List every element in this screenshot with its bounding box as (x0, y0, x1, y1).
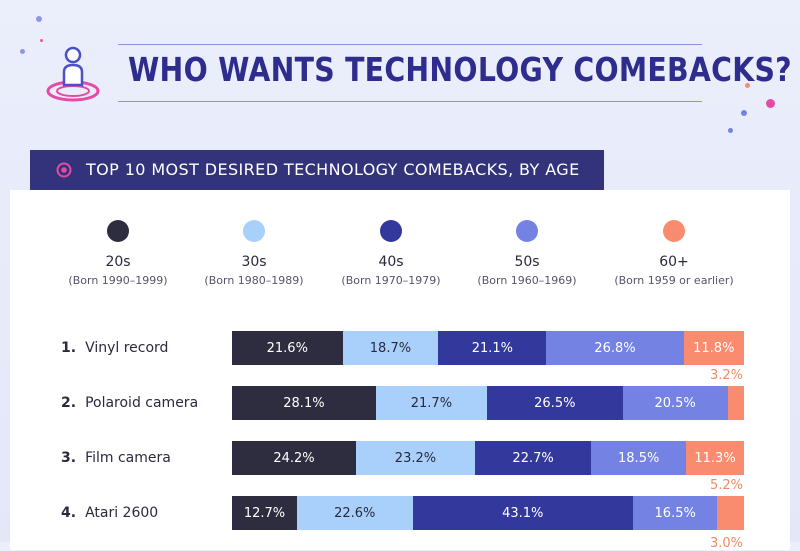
decor-dot (728, 128, 733, 133)
row-rank: 2. (61, 395, 77, 411)
bar-segment-atari-2600-50s: 16.5% (633, 496, 718, 530)
data-label: 11.8% (693, 340, 735, 356)
data-label-outside: 5.2% (710, 478, 744, 493)
target-icon (56, 162, 72, 178)
data-label: 26.8% (594, 340, 636, 356)
data-label: 16.5% (654, 505, 696, 521)
decor-dot (40, 39, 43, 42)
bar-segment-vinyl-record-50s: 26.8% (546, 331, 684, 365)
row-rank: 1. (61, 340, 77, 356)
bar-segment-vinyl-record-30s: 18.7% (342, 331, 439, 365)
data-label: 18.5% (618, 450, 660, 466)
partial-data-label: 3.0% (710, 536, 744, 551)
legend-swatch (107, 220, 129, 242)
legend-sublabel: (Born 1960–1969) (477, 274, 577, 287)
legend-label: 30s (241, 254, 267, 270)
legend-sublabel: (Born 1980–1989) (204, 274, 304, 287)
bar-segment-polaroid-camera-60plus (727, 386, 744, 420)
legend-label: 40s (378, 254, 404, 270)
bar-segment-vinyl-record-60plus: 11.8% (683, 331, 744, 365)
legend-swatch (663, 220, 685, 242)
bar-segment-film-camera-40s: 22.7% (474, 441, 592, 475)
decor-dot (741, 110, 747, 116)
data-label: 21.1% (471, 340, 513, 356)
legend-sublabel: (Born 1990–1999) (68, 274, 168, 287)
row-name: Vinyl record (85, 340, 169, 356)
data-label: 43.1% (502, 505, 544, 521)
data-label: 23.2% (394, 450, 437, 466)
bar-segment-atari-2600-20s: 12.7% (232, 496, 297, 530)
title-rule-bottom (118, 101, 702, 102)
title-block: WHO WANTS TECHNOLOGY COMEBACKS? (118, 44, 792, 102)
row-label-atari-2600: 4. Atari 2600 (61, 505, 158, 521)
person-icon (46, 46, 100, 102)
legend-swatch (516, 220, 538, 242)
row-name: Film camera (85, 450, 171, 466)
data-label: 20.5% (654, 395, 696, 411)
data-label: 18.7% (369, 340, 412, 356)
legend-swatch (243, 220, 265, 242)
bar-segment-vinyl-record-40s: 21.1% (438, 331, 547, 365)
page-title: WHO WANTS TECHNOLOGY COMEBACKS? (128, 50, 792, 89)
bar-segment-polaroid-camera-40s: 26.5% (486, 386, 623, 420)
data-label: 24.2% (273, 450, 315, 466)
section-heading-bar: TOP 10 MOST DESIRED TECHNOLOGY COMEBACKS… (30, 150, 604, 190)
decor-dot (766, 99, 775, 108)
bar-segment-film-camera-30s: 23.2% (356, 441, 475, 475)
data-label-outside: 3.2% (710, 368, 744, 383)
data-label: 22.6% (334, 505, 376, 521)
legend-sublabel: (Born 1970–1979) (341, 274, 441, 287)
bar-segment-atari-2600-60plus (717, 496, 744, 530)
data-label: 28.1% (283, 395, 325, 411)
chart-card (10, 190, 790, 550)
legend-swatch (380, 220, 402, 242)
row-label-film-camera: 3. Film camera (61, 450, 171, 466)
legend-item-60plus: 60+ (Born 1959 or earlier) (603, 220, 745, 287)
legend-item-50s: 50s (Born 1960–1969) (457, 220, 597, 287)
legend-item-40s: 40s (Born 1970–1979) (321, 220, 461, 287)
bar-segment-vinyl-record-20s: 21.6% (232, 331, 343, 365)
row-label-vinyl-record: 1. Vinyl record (61, 340, 168, 356)
title-rule-top (118, 44, 702, 45)
decor-dot (745, 83, 750, 88)
data-label: 21.6% (266, 340, 308, 356)
legend-item-20s: 20s (Born 1990–1999) (48, 220, 188, 287)
decor-dot (36, 16, 42, 22)
section-heading: TOP 10 MOST DESIRED TECHNOLOGY COMEBACKS… (86, 160, 580, 179)
row-name: Atari 2600 (85, 505, 159, 521)
bar-segment-atari-2600-40s: 43.1% (412, 496, 633, 530)
bar-segment-polaroid-camera-30s: 21.7% (375, 386, 487, 420)
legend-item-30s: 30s (Born 1980–1989) (184, 220, 324, 287)
row-name: Polaroid camera (85, 395, 199, 411)
legend-label: 20s (105, 254, 131, 270)
bar-segment-film-camera-60plus: 11.3% (686, 441, 744, 475)
data-label: 26.5% (534, 395, 576, 411)
bar-segment-film-camera-20s: 24.2% (232, 441, 357, 475)
row-rank: 4. (61, 505, 77, 521)
data-label: 12.7% (243, 505, 286, 521)
row-label-polaroid-camera: 2. Polaroid camera (61, 395, 198, 411)
legend-label: 50s (514, 254, 540, 270)
data-label: 21.7% (410, 395, 453, 411)
bar-segment-atari-2600-30s: 22.6% (296, 496, 413, 530)
legend-sublabel: (Born 1959 or earlier) (614, 274, 734, 287)
bar-segment-polaroid-camera-50s: 20.5% (622, 386, 728, 420)
row-rank: 3. (61, 450, 77, 466)
bar-segment-film-camera-50s: 18.5% (591, 441, 687, 475)
bar-segment-polaroid-camera-20s: 28.1% (232, 386, 376, 420)
decor-dot (20, 49, 25, 54)
data-label: 11.3% (694, 450, 736, 466)
data-label: 22.7% (512, 450, 554, 466)
legend-label: 60+ (659, 254, 689, 270)
